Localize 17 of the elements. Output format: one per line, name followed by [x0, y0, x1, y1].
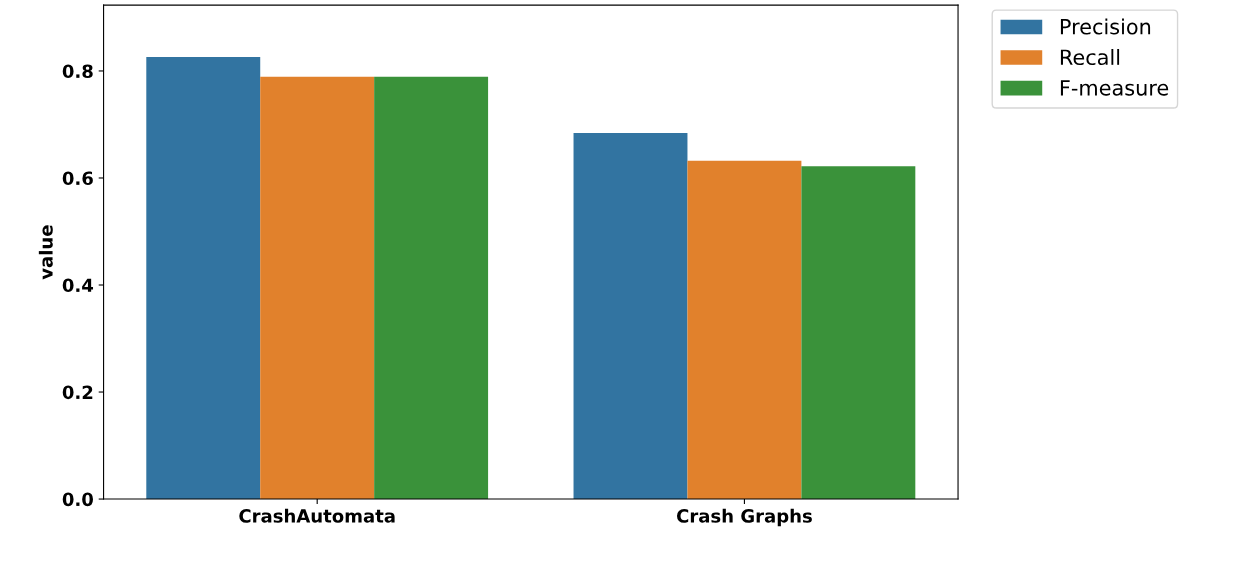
y-tick-label: 0.2 — [62, 385, 93, 400]
x-tick-label: CrashAutomata — [239, 508, 395, 523]
bar — [573, 133, 688, 500]
x-tick-label: Crash Graphs — [677, 508, 812, 527]
y-tick-label: 0.0 — [62, 492, 93, 507]
legend-label: F-measure — [1060, 80, 1169, 96]
bar — [687, 160, 802, 500]
y-axis-title: value — [38, 225, 53, 280]
bar — [146, 57, 261, 500]
bar — [260, 76, 375, 500]
legend-label: Precision — [1060, 18, 1151, 35]
y-tick-label: 0.6 — [62, 171, 93, 186]
y-tick-label: 0.4 — [62, 278, 94, 293]
y-tick-label: 0.8 — [62, 64, 93, 79]
bar — [801, 166, 916, 500]
bar — [374, 76, 489, 500]
legend-label: Recall — [1060, 48, 1120, 66]
